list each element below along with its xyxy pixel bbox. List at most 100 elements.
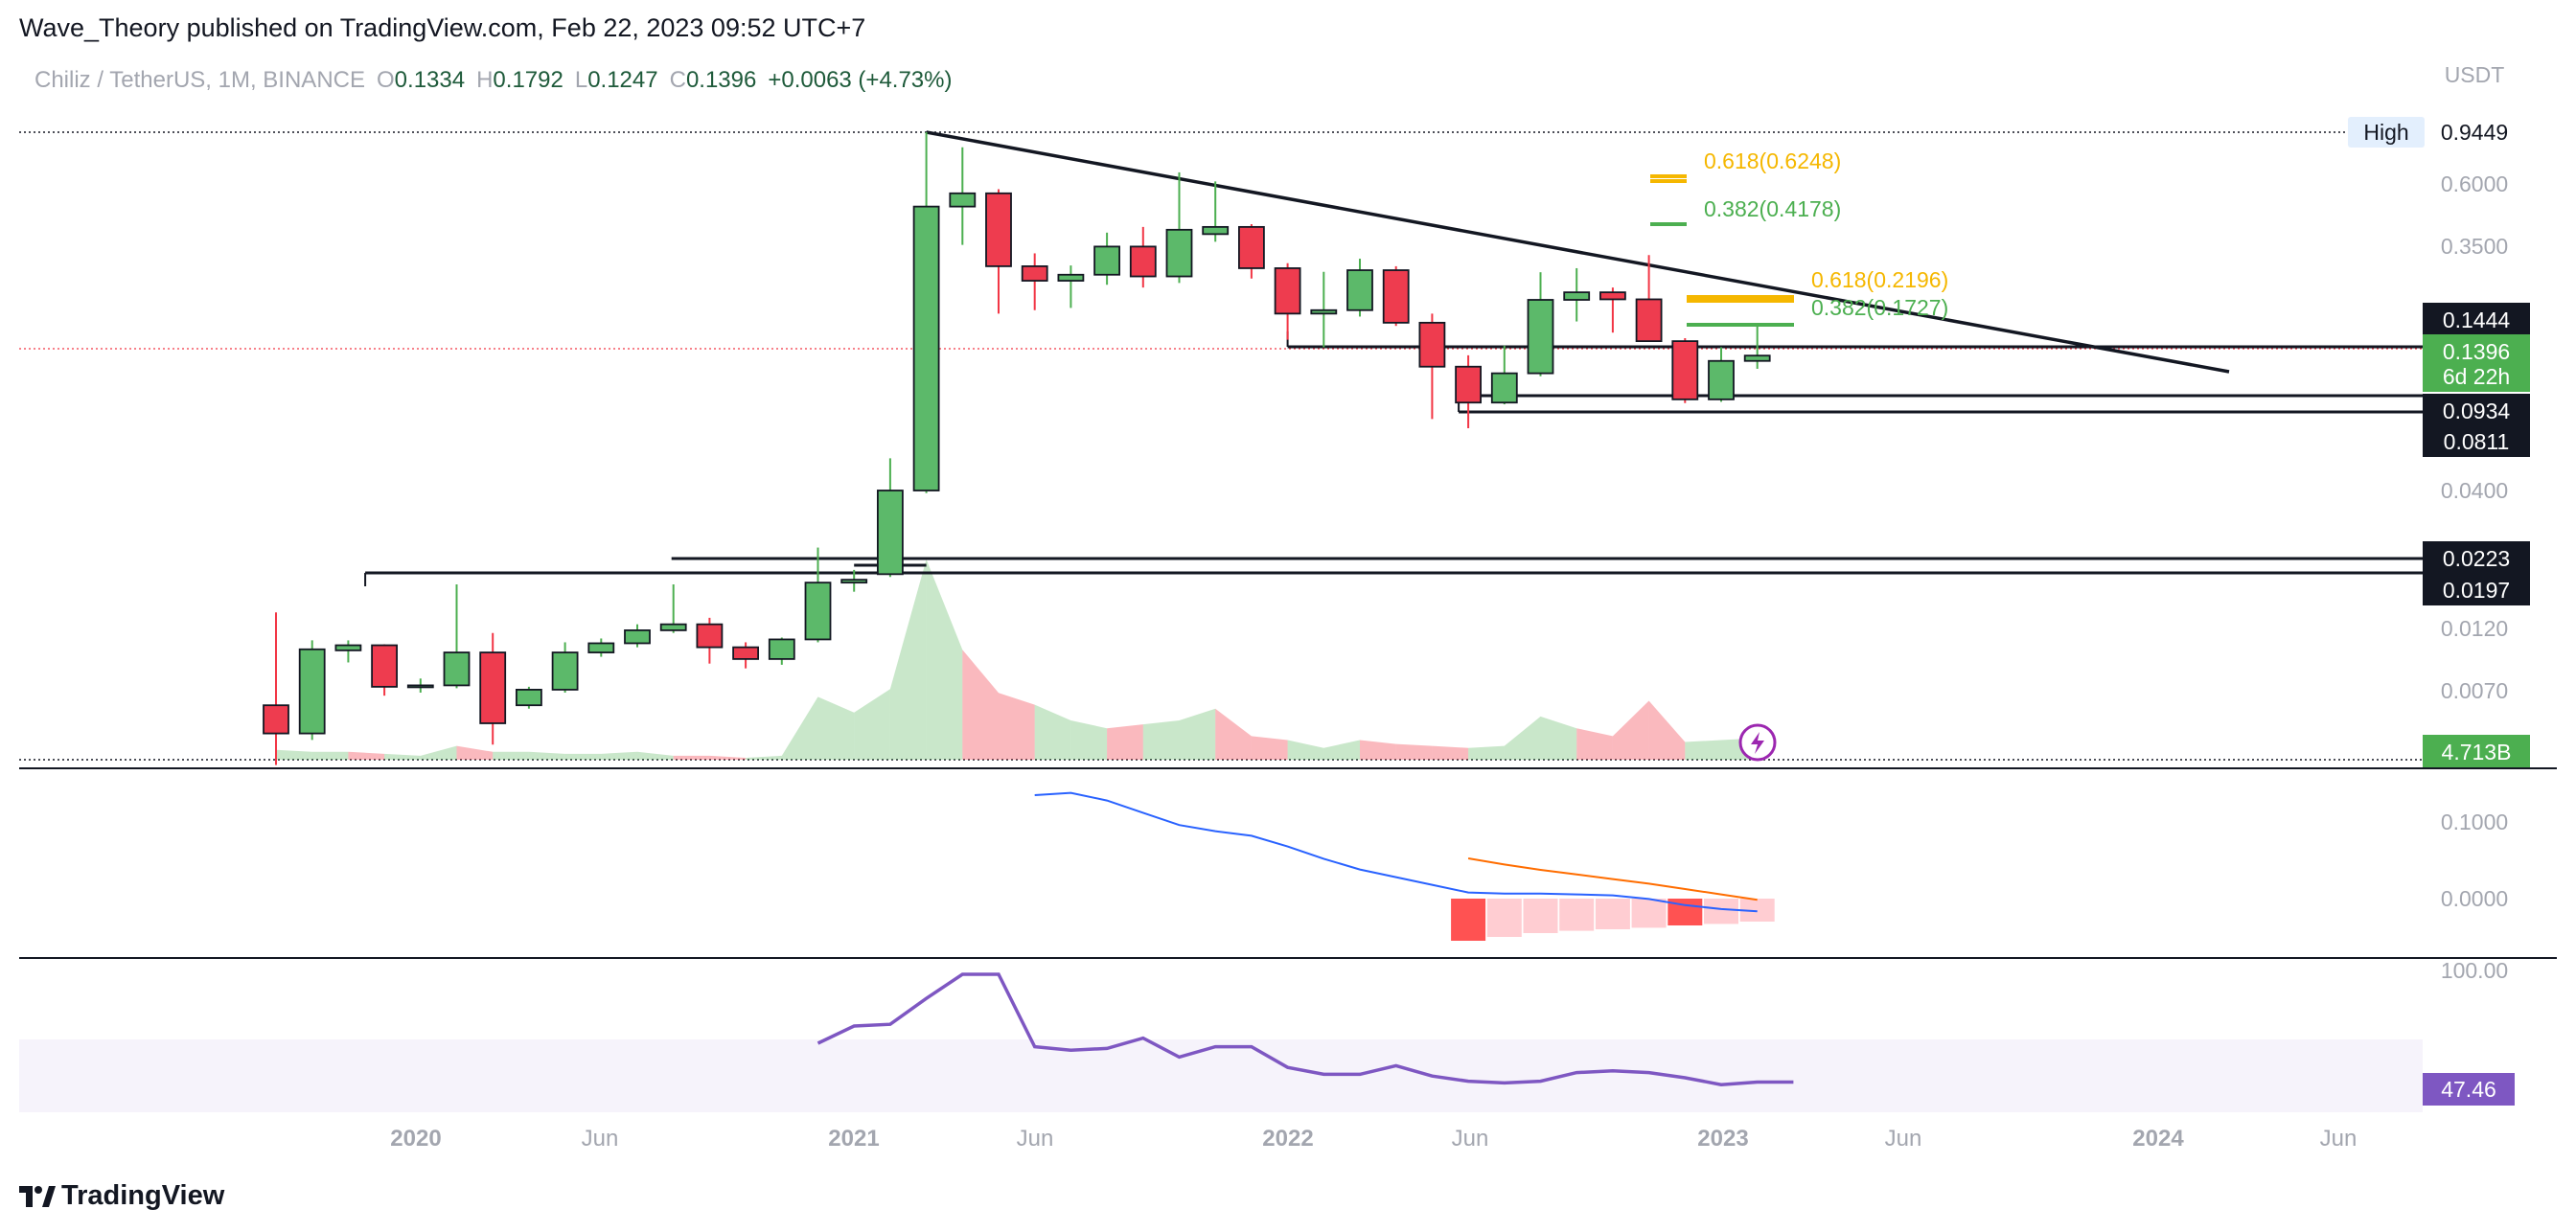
signal-line (1467, 857, 1758, 901)
candle-body (1418, 321, 1446, 368)
published-header: Wave_Theory published on TradingView.com… (19, 13, 866, 42)
volume-segment (637, 751, 674, 760)
macd-pane (1034, 791, 1775, 941)
candle-body (334, 644, 362, 651)
price-tag-bg (2423, 334, 2530, 392)
candle-body (732, 646, 759, 660)
time-tick: Jun (1017, 1126, 1054, 1152)
fib-label: 0.618(0.2196) (1811, 267, 1948, 292)
descending-trendline (926, 130, 2230, 374)
volume-segment (1648, 700, 1686, 760)
candle-body (1671, 340, 1699, 400)
candle-body (443, 651, 471, 687)
volume-segment (1107, 724, 1143, 760)
volume-segment (1395, 743, 1433, 760)
volume-segment (528, 751, 565, 760)
low-value: L0.1247 (574, 67, 658, 93)
volume-segment (1287, 740, 1324, 760)
volume-segment (999, 693, 1035, 760)
volume-segment (854, 689, 890, 760)
price-tag-bg (2423, 735, 2530, 767)
candle-body (840, 579, 868, 584)
candle-body (1382, 269, 1410, 324)
price-tag-bg (2423, 394, 2530, 428)
volume-segment (1504, 716, 1541, 760)
price-tag-bg (2423, 424, 2530, 457)
price-tick: 0.6000 (2441, 171, 2508, 196)
volume-segment (1432, 745, 1469, 760)
volume-segment (1251, 736, 1288, 760)
candle-body (1238, 225, 1265, 269)
candle-body (1093, 245, 1120, 276)
rsi-value: 47.46 (2441, 1077, 2496, 1102)
candle-body (1490, 372, 1518, 404)
volume-segment (1323, 740, 1360, 760)
volume-segment (962, 650, 999, 760)
rsi-band (19, 1039, 2423, 1112)
candle-body (768, 638, 795, 660)
candle-body (659, 623, 687, 631)
candle-body (587, 642, 615, 653)
change-value: +0.0063 (+4.73%) (768, 67, 953, 93)
candle-body (1527, 299, 1554, 375)
macd-histogram-bar (1523, 899, 1558, 933)
currency-label: USDT (2445, 62, 2505, 87)
candle-body (1129, 245, 1157, 278)
time-tick: 2022 (1262, 1126, 1313, 1152)
high-value: H0.1792 (476, 67, 564, 93)
volume-segment (384, 753, 421, 760)
macd-histogram-bar (1704, 899, 1738, 924)
volume-segment (1034, 704, 1071, 760)
volume-segment (746, 755, 782, 760)
candle-body (624, 629, 651, 645)
time-tick: 2024 (2132, 1126, 2184, 1152)
candle-body (985, 192, 1012, 267)
price-tag: 0.0934 (2443, 399, 2511, 423)
high-value: 0.9449 (2441, 120, 2508, 145)
volume-segment (926, 559, 963, 760)
fib-label: 0.382(0.4178) (1704, 196, 1841, 221)
price-tick: 0.0070 (2441, 678, 2508, 703)
brand-name: TradingView (61, 1180, 225, 1211)
volume-segment (420, 745, 457, 760)
time-axis: 2020 Jun 2021 Jun 2022 Jun 2023 Jun 2024 Jun (390, 1126, 2357, 1152)
open-value: O0.1334 (377, 67, 466, 93)
macd-histogram-bar (1486, 899, 1522, 937)
macd-histogram-bar (1559, 899, 1595, 931)
price-tag: 0.0223 (2443, 546, 2510, 571)
volume-segment (1612, 700, 1649, 760)
rsi-tag-bg (2423, 1073, 2515, 1106)
price-tag-bg (2423, 573, 2530, 605)
volume-segment (1142, 720, 1180, 760)
volume-area (276, 559, 1777, 762)
time-tick: Jun (1452, 1126, 1489, 1152)
price-tag: 4.713B (2442, 740, 2512, 764)
candle-body (1599, 291, 1626, 301)
volume-segment (781, 696, 818, 760)
candle-body (479, 651, 507, 724)
price-tag: 0.1444 (2443, 308, 2511, 332)
macd-line (1034, 791, 1758, 913)
countdown-label: 6d 22h (2443, 364, 2510, 389)
volume-segment (817, 696, 855, 760)
macd-histogram-bar (1451, 899, 1486, 941)
time-tick: 2021 (828, 1126, 879, 1152)
volume-segment (456, 745, 494, 760)
tradingview-logo-icon (19, 1185, 56, 1207)
macd-histogram-bar (1631, 899, 1667, 928)
candle-body (804, 582, 832, 641)
candle-body (1310, 308, 1338, 315)
tradingview-logo[interactable]: TradingView (19, 1180, 224, 1212)
macd-histogram-bar (1595, 899, 1630, 929)
volume-segment (1468, 745, 1505, 760)
rsi-pane (816, 972, 1794, 1086)
symbol-name[interactable]: Chiliz / TetherUS, 1M, BINANCE (34, 67, 365, 93)
candles (263, 132, 1771, 765)
candle-body (877, 490, 904, 576)
rsi-line (816, 972, 1794, 1086)
macd-tick: 0.1000 (2441, 810, 2508, 834)
candle-body (1274, 267, 1301, 315)
time-tick: 2020 (390, 1126, 441, 1152)
chart-background (19, 131, 2557, 1112)
